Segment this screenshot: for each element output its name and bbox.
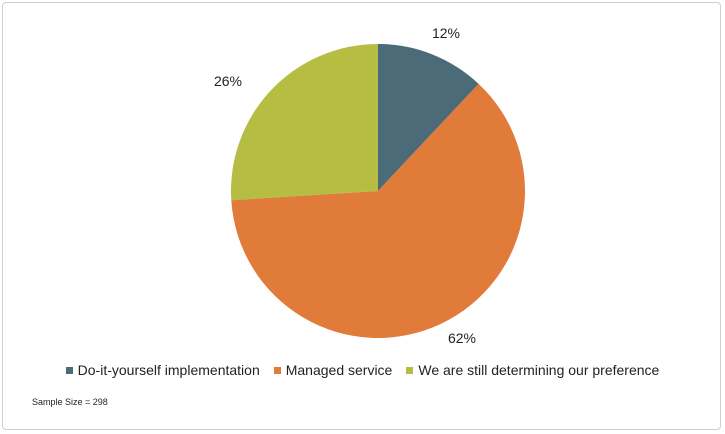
legend-item-undetermined: We are still determining our preference [406,362,659,378]
legend-label-diy: Do-it-yourself implementation [77,362,260,378]
pie-slice-managed [231,83,525,339]
legend-label-undetermined: We are still determining our preference [418,362,660,378]
pie-labels: 12% 62% 26% [214,25,476,346]
pie-label-diy: 12% [432,25,460,41]
legend: Do-it-yourself implementation Managed ser… [0,362,725,378]
sample-size-note: Sample Size = 298 [32,397,108,407]
pie-slice-diy [378,44,479,191]
pie-label-managed: 62% [448,330,476,346]
legend-swatch-undetermined [406,366,414,374]
legend-item-managed: Managed service [273,362,393,378]
pie-label-undetermined: 26% [214,73,242,89]
legend-swatch-managed [273,366,281,374]
legend-label-managed: Managed service [285,362,393,378]
legend-item-diy: Do-it-yourself implementation [65,362,260,378]
pie-slice-undetermined [230,44,378,201]
pie-slices [230,44,525,339]
legend-swatch-diy [65,366,73,374]
